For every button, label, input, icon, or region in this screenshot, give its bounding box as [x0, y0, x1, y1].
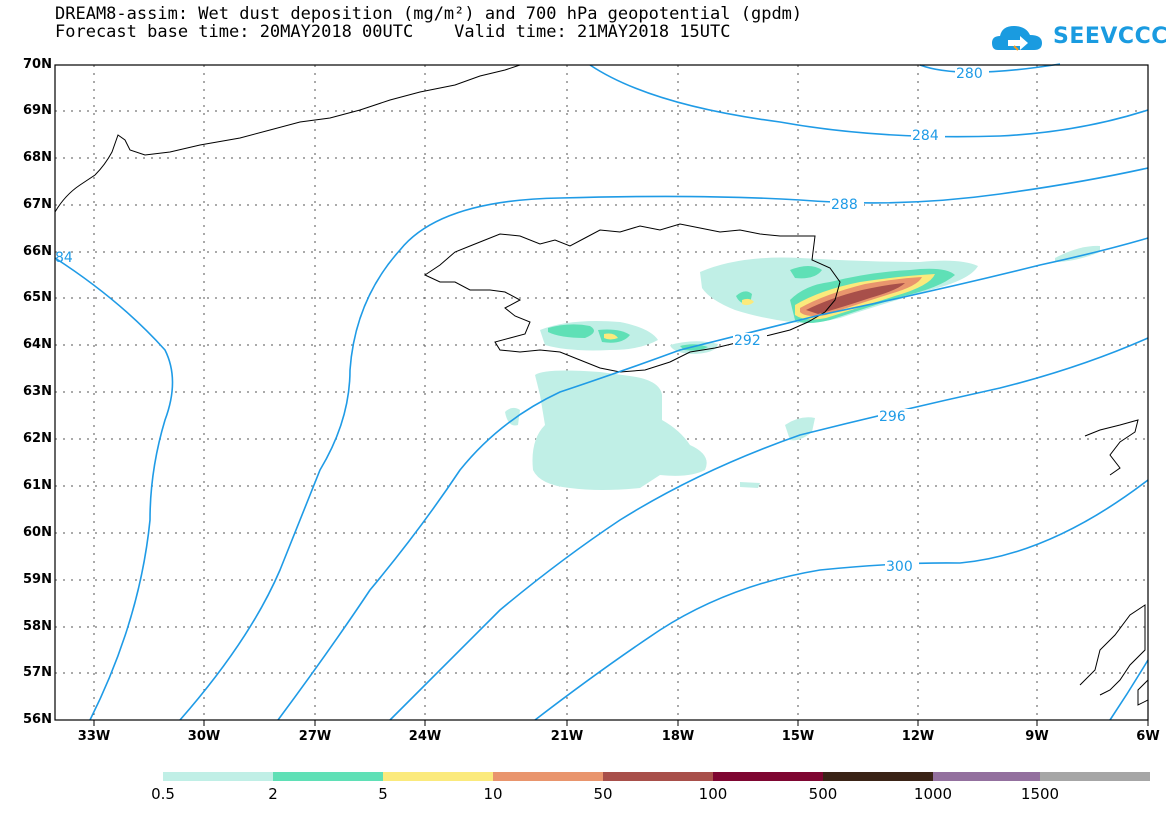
contour-label-292: 292: [734, 333, 761, 349]
lon-label: 24W: [408, 729, 442, 744]
lon-label: 12W: [901, 729, 935, 744]
lon-label: 18W: [661, 729, 695, 744]
colorbar-segment: [933, 772, 1040, 781]
lon-label: 6W: [1136, 729, 1160, 744]
colorbar-segment: [383, 772, 493, 781]
grid-lines: [55, 65, 1148, 720]
lat-label: 57N: [23, 665, 52, 680]
lat-label: 60N: [23, 525, 52, 540]
lat-label: 69N: [23, 103, 52, 118]
colorbar-label: 2: [268, 785, 278, 803]
colorbar-segment: [603, 772, 713, 781]
lon-label: 15W: [781, 729, 815, 744]
lon-label: 21W: [550, 729, 584, 744]
colorbar-label: 5: [378, 785, 388, 803]
map-title: DREAM8-assim: Wet dust deposition (mg/m²…: [55, 4, 803, 24]
dust-deposition-field: [505, 245, 1100, 490]
map-frame: [54, 64, 1149, 721]
tick-marks: [93, 720, 1149, 726]
colorbar-label: 500: [808, 785, 838, 803]
lat-label: 56N: [23, 712, 52, 727]
colorbar-segment: [1040, 772, 1150, 781]
colorbar-segment: [493, 772, 603, 781]
colorbar-label: 100: [698, 785, 728, 803]
contour-label-300: 300: [886, 559, 913, 575]
contour-label-280: 280: [956, 66, 983, 82]
contour-label-84: 84: [55, 250, 73, 266]
lat-label: 58N: [23, 619, 52, 634]
colorbar-label: 1000: [913, 785, 953, 803]
colorbar-label: 50: [593, 785, 613, 803]
lat-label: 70N: [23, 57, 52, 72]
lat-label: 66N: [23, 244, 52, 259]
colorbar-segment: [823, 772, 933, 781]
contour-labels: 280 284 288 292 296 300 84: [55, 66, 989, 575]
cloud-icon: [992, 26, 1042, 51]
contour-label-284: 284: [912, 128, 939, 144]
colorbar-segment: [713, 772, 823, 781]
colorbar-label: 10: [483, 785, 503, 803]
colorbar-label: 1500: [1020, 785, 1060, 803]
lon-label: 33W: [77, 729, 111, 744]
lat-label: 61N: [23, 478, 52, 493]
lat-label: 59N: [23, 572, 52, 587]
map-subtitle: Forecast base time: 20MAY2018 00UTC Vali…: [55, 22, 731, 42]
colorbar-segment: [163, 772, 273, 781]
lat-label: 65N: [23, 290, 52, 305]
logo-text: SEEVCCC: [1053, 24, 1168, 49]
lat-label: 62N: [23, 431, 52, 446]
geopotential-contours: [54, 63, 1149, 721]
lon-label: 27W: [298, 729, 332, 744]
contour-label-296: 296: [879, 409, 906, 425]
lat-label: 68N: [23, 150, 52, 165]
colorbar-segment: [273, 772, 383, 781]
coastlines: [54, 64, 1149, 706]
contour-label-288: 288: [831, 197, 858, 213]
colorbar-label: 0.5: [151, 785, 175, 803]
lat-label: 64N: [23, 337, 52, 352]
lon-label: 30W: [187, 729, 221, 744]
lat-label: 63N: [23, 384, 52, 399]
lon-label: 9W: [1025, 729, 1049, 744]
lat-label: 67N: [23, 197, 52, 212]
